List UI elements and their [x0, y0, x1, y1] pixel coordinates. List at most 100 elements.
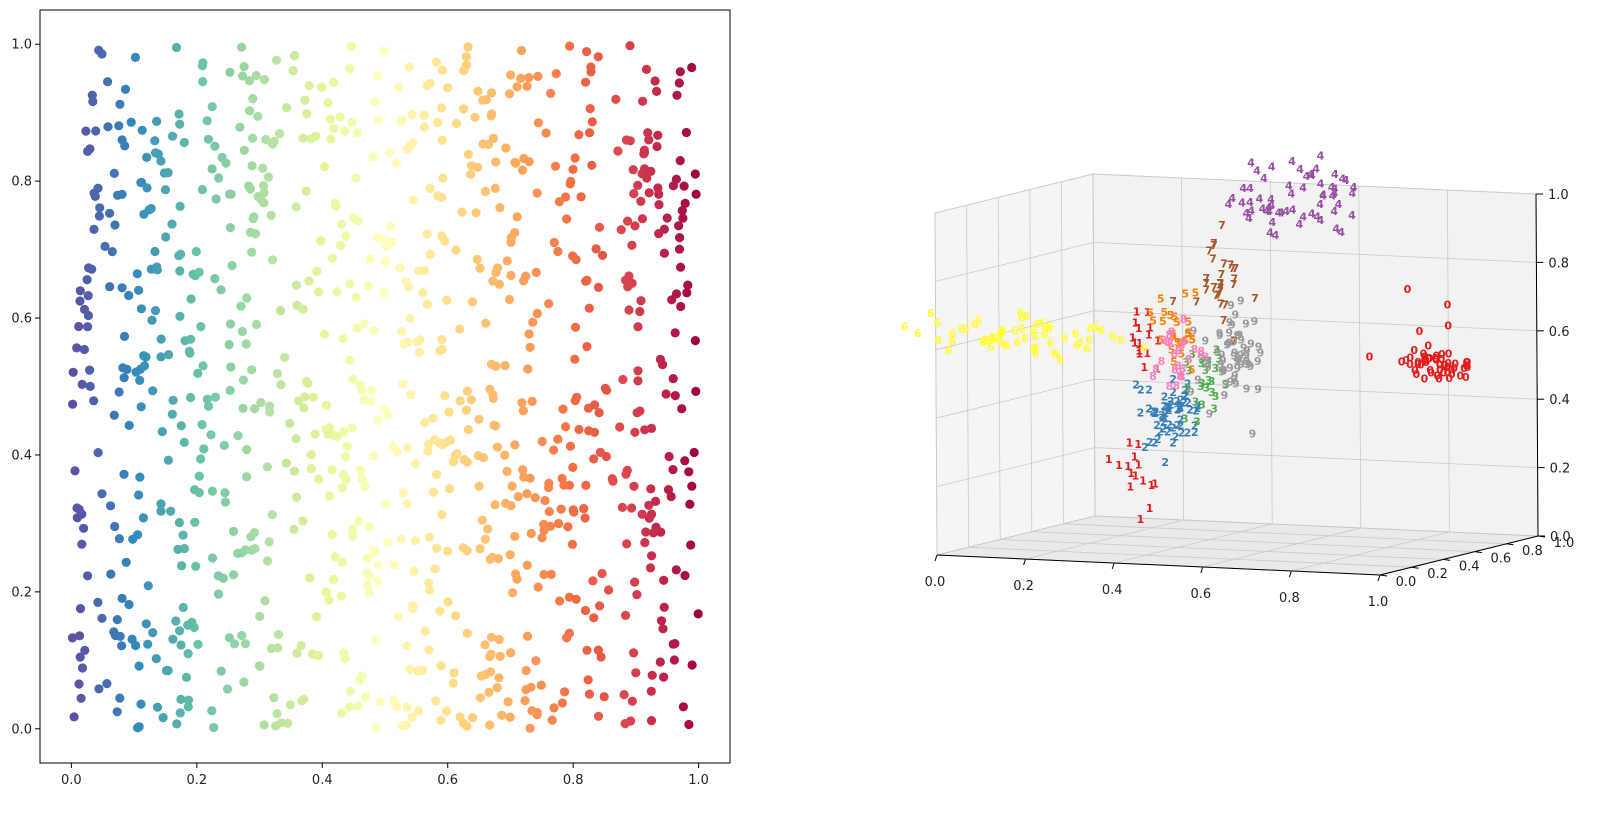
scatter-point: [316, 236, 326, 246]
digit-label-0: 0: [1444, 361, 1452, 374]
digit-label-0: 0: [1421, 355, 1429, 368]
digit-label-7: 7: [1169, 295, 1177, 308]
scatter-point: [83, 322, 93, 332]
scatter-point: [629, 648, 639, 658]
scatter-point: [241, 339, 251, 349]
digit-label-2: 2: [1177, 401, 1185, 414]
digit-label-2: 2: [1153, 419, 1161, 432]
scatter-point: [267, 509, 277, 520]
digit-label-3: 3: [1208, 375, 1216, 388]
scatter-point: [659, 248, 670, 258]
digit-label-9: 9: [1247, 360, 1255, 373]
digit-label-4: 4: [1331, 183, 1339, 196]
scatter-point: [455, 396, 465, 406]
scatter-point: [414, 347, 425, 357]
digit-label-8: 8: [1164, 336, 1172, 349]
z3d-tick-label: 0.0: [1550, 530, 1571, 545]
digit-label-8: 8: [1166, 337, 1174, 350]
scatter-point: [256, 195, 266, 205]
digit-label-6: 6: [1085, 334, 1093, 347]
digit-label-6: 6: [1098, 324, 1106, 337]
scatter-point: [275, 129, 285, 139]
scatter-point: [435, 438, 445, 448]
scatter-2d-chart: 0.0 0.2 0.4 0.6 0.8 1.0 0.0 0.2 0.4 0.6 0.8 1.0: [11, 9, 731, 788]
scatter-point: [491, 157, 501, 167]
scatter-point: [522, 489, 532, 499]
scatter-point: [485, 720, 495, 730]
scatter-point: [341, 452, 351, 462]
digit-label-3: 3: [1188, 348, 1196, 361]
digit-label-1: 1: [1132, 469, 1140, 482]
digit-label-6: 6: [1045, 323, 1053, 336]
scatter-point: [406, 390, 416, 400]
scatter-point: [463, 425, 473, 435]
scatter-point: [568, 164, 578, 174]
digit-label-4: 4: [1317, 214, 1325, 227]
digit-label-4: 4: [1268, 161, 1276, 174]
scatter-point: [74, 321, 84, 332]
scatter-point: [516, 45, 527, 56]
scatter-point: [437, 231, 447, 241]
scatter-point: [544, 507, 554, 517]
scatter-point: [501, 498, 511, 508]
scatter-point: [485, 384, 495, 394]
scatter-point: [361, 692, 371, 702]
scatter-point: [611, 94, 621, 104]
digit-label-9: 9: [1220, 364, 1228, 377]
scatter-point: [419, 265, 429, 275]
x-axis-2d: 0.0 0.2 0.4 0.6 0.8 1.0: [61, 763, 709, 788]
digit-label-5: 5: [1159, 315, 1167, 328]
scatter-point: [563, 522, 573, 532]
scatter-point: [674, 244, 685, 254]
scatter-point: [269, 693, 279, 703]
scatter-point: [255, 611, 265, 621]
digit-label-6: 6: [1072, 328, 1080, 341]
scatter-point: [525, 342, 535, 352]
scatter-point: [495, 203, 505, 213]
digit-label-3: 3: [1205, 355, 1213, 368]
scatter-point: [247, 133, 258, 143]
scatter-point: [342, 441, 352, 451]
x-tick-label: 0.0: [61, 773, 82, 788]
scatter-point: [539, 569, 549, 580]
scatter-point: [193, 368, 203, 378]
scatter-point: [300, 392, 310, 402]
scatter-point: [383, 410, 393, 420]
digit-label-9: 9: [1224, 338, 1232, 351]
scatter-point: [527, 396, 537, 406]
digit-label-4: 4: [1307, 168, 1315, 181]
axis-line: [1535, 193, 1539, 537]
digit-label-5: 5: [1169, 328, 1177, 341]
digit-label-3: 3: [1198, 398, 1206, 411]
digit-label-8: 8: [1174, 360, 1182, 373]
y-tick-label: 0.2: [11, 585, 32, 600]
scatter-point: [349, 213, 359, 223]
digit-label-2: 2: [1169, 373, 1177, 386]
scatter-point: [691, 189, 701, 199]
scatter-3d-chart: 0.0 0.2 0.4 0.6 0.8 1.00.00.20.40.60.81.00.00…: [901, 149, 1574, 610]
digit-label-9: 9: [1204, 361, 1212, 374]
scatter-point: [480, 186, 491, 197]
scatter-point: [594, 408, 604, 418]
digit-label-8: 8: [1160, 334, 1168, 347]
scatter-point: [504, 89, 515, 99]
scatter-point: [100, 241, 110, 251]
digit-label-0: 0: [1433, 350, 1441, 363]
scatter-point: [636, 296, 646, 306]
digit-label-4: 4: [1299, 181, 1307, 194]
scatter-point: [225, 223, 235, 233]
scatter-point: [489, 420, 499, 430]
scatter-point: [582, 645, 592, 655]
scatter-point: [235, 122, 245, 132]
digit-label-6: 6: [1052, 348, 1060, 361]
scatter-point: [684, 467, 694, 477]
digit-label-9: 9: [1242, 349, 1250, 362]
scatter-point: [506, 70, 516, 80]
scatter-point: [172, 719, 182, 729]
scatter-point: [616, 225, 626, 235]
digit-label-4: 4: [1228, 192, 1236, 205]
scatter-point: [135, 472, 145, 482]
scatter-point: [677, 206, 687, 216]
scatter-point: [553, 246, 563, 257]
y-tick-label: 0.4: [11, 448, 32, 463]
